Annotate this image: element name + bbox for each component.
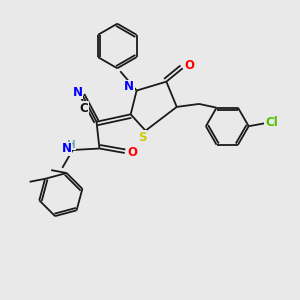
Text: N: N — [124, 80, 134, 94]
Text: N: N — [62, 142, 72, 155]
Text: H: H — [67, 140, 76, 150]
Text: O: O — [127, 146, 137, 159]
Text: S: S — [138, 131, 146, 144]
Text: O: O — [184, 59, 194, 72]
Text: Cl: Cl — [265, 116, 278, 129]
Text: C: C — [79, 101, 88, 115]
Text: N: N — [73, 85, 83, 98]
